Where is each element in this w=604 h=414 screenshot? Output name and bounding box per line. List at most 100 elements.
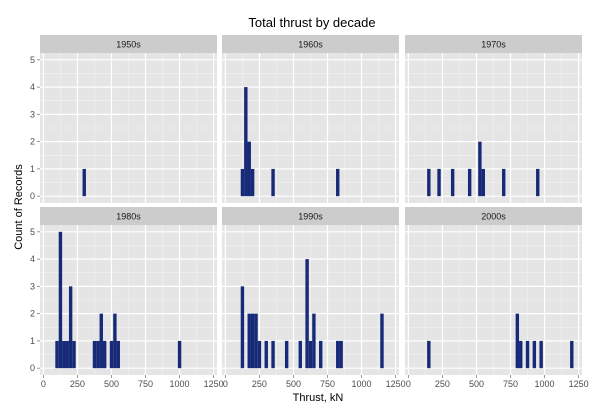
x-tick-label: 250 bbox=[435, 379, 450, 389]
x-tick-label: 750 bbox=[503, 379, 518, 389]
bar bbox=[62, 340, 66, 369]
y-tick-label: 3 bbox=[30, 281, 35, 291]
bar bbox=[450, 168, 455, 197]
bar bbox=[427, 168, 431, 197]
strip-label-1980s: 1980s bbox=[116, 212, 141, 222]
bar bbox=[102, 340, 107, 369]
y-tick-label: 1 bbox=[30, 164, 35, 174]
bar bbox=[519, 340, 523, 369]
y-tick-label: 2 bbox=[30, 309, 35, 319]
bar bbox=[99, 313, 103, 369]
strip-1960s bbox=[222, 35, 399, 53]
x-tick-label: 1000 bbox=[170, 379, 190, 389]
strip-label-1990s: 1990s bbox=[298, 212, 323, 222]
facet-panels: 1950s 0 1 2 3 4 5 1960s 1970s 1980s 0 1 2 3 4 5 0 250 500 7… bbox=[30, 35, 589, 389]
bar bbox=[336, 340, 340, 369]
y-tick-label: 1 bbox=[30, 336, 35, 346]
bar bbox=[264, 340, 268, 369]
bar bbox=[525, 340, 530, 369]
panel-2000s: 2000s 0 250 500 750 1000 1250 bbox=[405, 207, 589, 389]
bar bbox=[532, 340, 537, 369]
bar bbox=[298, 340, 302, 369]
x-tick-label: 750 bbox=[320, 379, 335, 389]
bar bbox=[240, 286, 245, 369]
panel-1960s: 1960s bbox=[222, 35, 399, 203]
bar bbox=[240, 168, 245, 197]
x-tick-label: 0 bbox=[41, 379, 46, 389]
bar bbox=[72, 340, 76, 369]
bar bbox=[284, 340, 289, 369]
bar bbox=[257, 340, 262, 369]
bar bbox=[339, 340, 343, 369]
strip-2000s bbox=[405, 207, 582, 225]
strip-label-2000s: 2000s bbox=[481, 212, 506, 222]
bar bbox=[502, 168, 506, 197]
strip-label-1950s: 1950s bbox=[116, 40, 141, 50]
bar bbox=[570, 340, 574, 369]
y-tick-label: 4 bbox=[30, 254, 35, 264]
y-tick-label: 3 bbox=[30, 109, 35, 119]
bar bbox=[380, 313, 384, 369]
bar bbox=[427, 340, 431, 369]
bar bbox=[515, 313, 520, 369]
bar bbox=[254, 313, 258, 369]
x-tick-label: 1000 bbox=[352, 379, 372, 389]
panel-1970s: 1970s bbox=[405, 35, 582, 203]
bar bbox=[481, 168, 485, 197]
x-tick-label: 1000 bbox=[535, 379, 555, 389]
x-tick-label: 0 bbox=[406, 379, 411, 389]
bar bbox=[271, 168, 275, 197]
strip-1990s bbox=[222, 207, 399, 225]
bar bbox=[478, 141, 482, 197]
x-tick-label: 1250 bbox=[204, 379, 224, 389]
x-axis-title: Thrust, kN bbox=[293, 392, 344, 404]
x-tick-label: 250 bbox=[252, 379, 267, 389]
x-tick-label: 250 bbox=[70, 379, 85, 389]
bar bbox=[250, 168, 255, 197]
bar bbox=[55, 340, 59, 369]
bar bbox=[536, 168, 540, 197]
y-tick-label: 4 bbox=[30, 82, 35, 92]
panel-1980s: 1980s 0 1 2 3 4 5 0 250 500 750 1000 1250 bbox=[30, 207, 224, 389]
bar bbox=[113, 313, 117, 369]
bar bbox=[82, 168, 86, 197]
x-tick-label: 750 bbox=[138, 379, 153, 389]
chart-title: Total thrust by decade bbox=[248, 15, 375, 30]
x-tick-label: 1250 bbox=[386, 379, 406, 389]
bar bbox=[271, 340, 275, 369]
x-tick-label: 500 bbox=[469, 379, 484, 389]
y-tick-label: 0 bbox=[30, 363, 35, 373]
x-tick-label: 500 bbox=[104, 379, 119, 389]
strip-label-1970s: 1970s bbox=[481, 40, 506, 50]
strip-1970s bbox=[405, 35, 582, 53]
x-tick-label: 500 bbox=[286, 379, 301, 389]
strip-1950s bbox=[40, 35, 217, 53]
bar bbox=[177, 340, 182, 369]
bar bbox=[305, 259, 309, 369]
bar bbox=[437, 168, 441, 197]
bar bbox=[336, 168, 340, 197]
bar bbox=[250, 313, 255, 369]
y-axis-title: Count of Records bbox=[13, 164, 25, 250]
bar bbox=[312, 313, 316, 369]
panel-1990s: 1990s 0 250 500 750 1000 1250 bbox=[222, 207, 406, 389]
bar bbox=[247, 313, 251, 369]
x-tick-label: 1250 bbox=[569, 379, 589, 389]
bar bbox=[244, 87, 248, 197]
bar bbox=[116, 340, 120, 369]
bar bbox=[319, 340, 323, 369]
bar bbox=[308, 340, 313, 369]
y-tick-label: 2 bbox=[30, 137, 35, 147]
bar bbox=[109, 340, 114, 369]
bar bbox=[58, 231, 63, 369]
y-tick-label: 0 bbox=[30, 191, 35, 201]
bar bbox=[247, 141, 251, 197]
panel-1950s: 1950s 0 1 2 3 4 5 bbox=[30, 35, 217, 203]
bar bbox=[68, 286, 73, 369]
x-tick-label: 0 bbox=[223, 379, 228, 389]
strip-1980s bbox=[40, 207, 217, 225]
bar bbox=[467, 168, 472, 197]
bar bbox=[96, 340, 100, 369]
bar bbox=[539, 340, 543, 369]
bar bbox=[65, 340, 69, 369]
